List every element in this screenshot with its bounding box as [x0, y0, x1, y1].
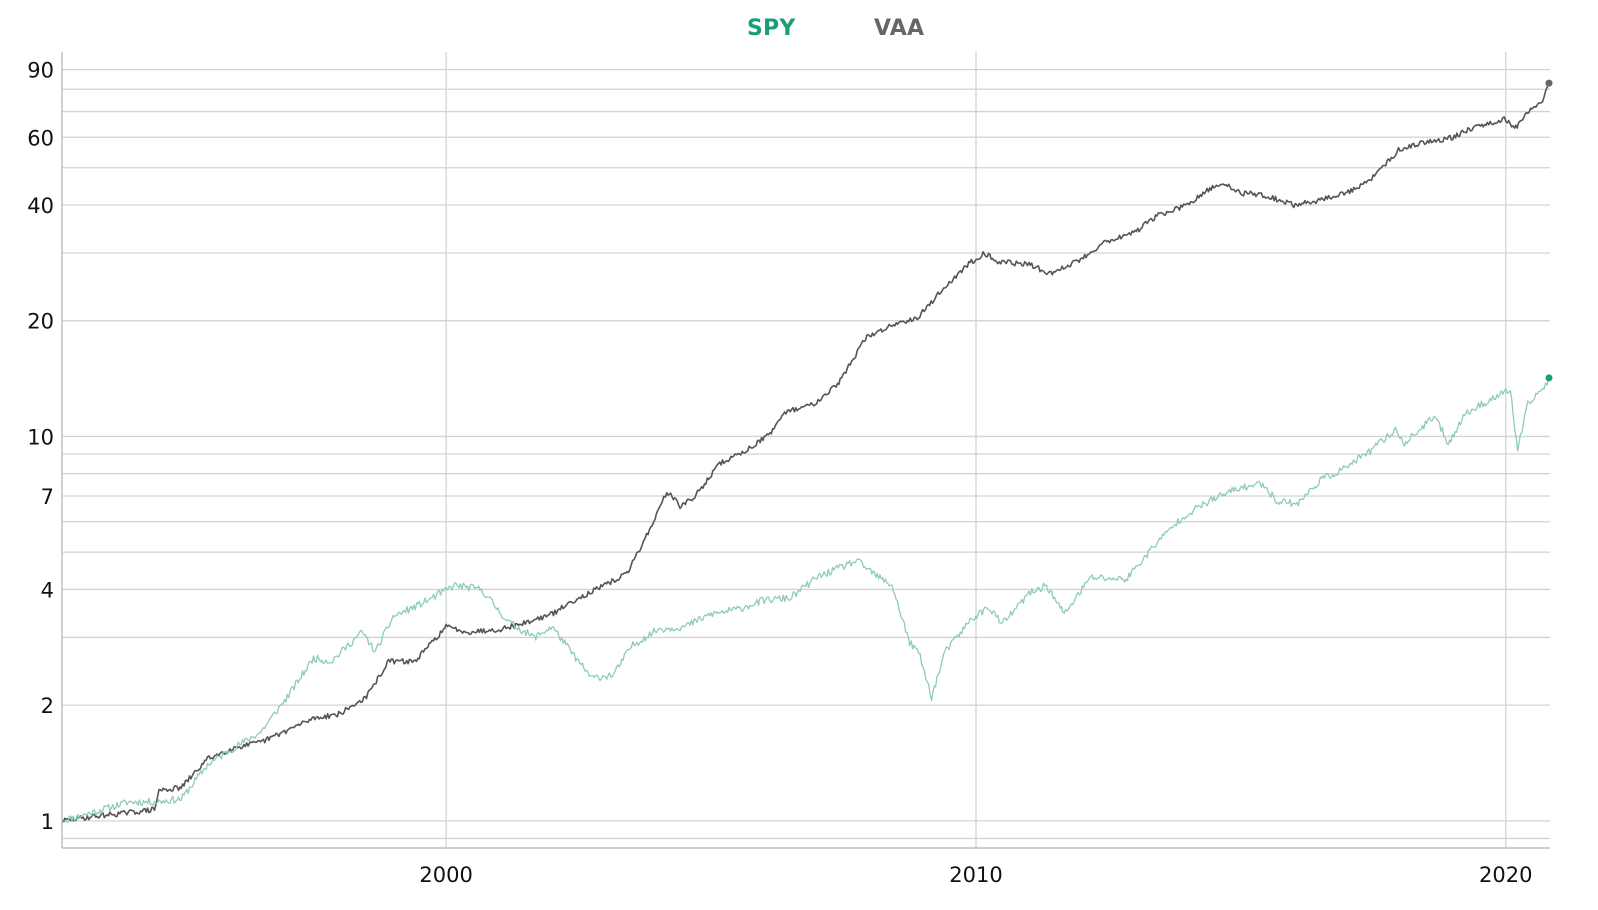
legend-item-spy[interactable]: SPY — [747, 16, 796, 41]
x-tick-label: 2010 — [949, 863, 1002, 887]
y-tick-label: 4 — [41, 578, 54, 602]
series-line-spy[interactable] — [61, 377, 1551, 824]
x-tick-label: 2020 — [1479, 863, 1532, 887]
series-layer — [61, 79, 1553, 824]
x-tick-label: 2000 — [419, 863, 472, 887]
legend-item-vaa[interactable]: VAA — [874, 16, 925, 41]
y-tick-label: 60 — [27, 126, 54, 150]
gridlines — [62, 52, 1550, 848]
legend: SPY VAA — [0, 16, 1598, 50]
y-tick-label: 7 — [41, 485, 54, 509]
y-tick-label: 10 — [27, 425, 54, 449]
series-endpoint-vaa[interactable] — [1545, 79, 1553, 87]
y-tick-label: 40 — [27, 194, 54, 218]
series-endpoint-spy[interactable] — [1545, 374, 1553, 382]
y-tick-label: 2 — [41, 694, 54, 718]
axes — [61, 52, 1550, 849]
tick-labels: 1 2 4 7 10 20 40 60 90 2000 2010 2020 — [27, 59, 1532, 887]
y-tick-label: 90 — [27, 59, 54, 83]
y-tick-label: 1 — [41, 810, 54, 834]
y-tick-label: 20 — [27, 310, 54, 334]
series-line-vaa[interactable] — [61, 82, 1551, 823]
